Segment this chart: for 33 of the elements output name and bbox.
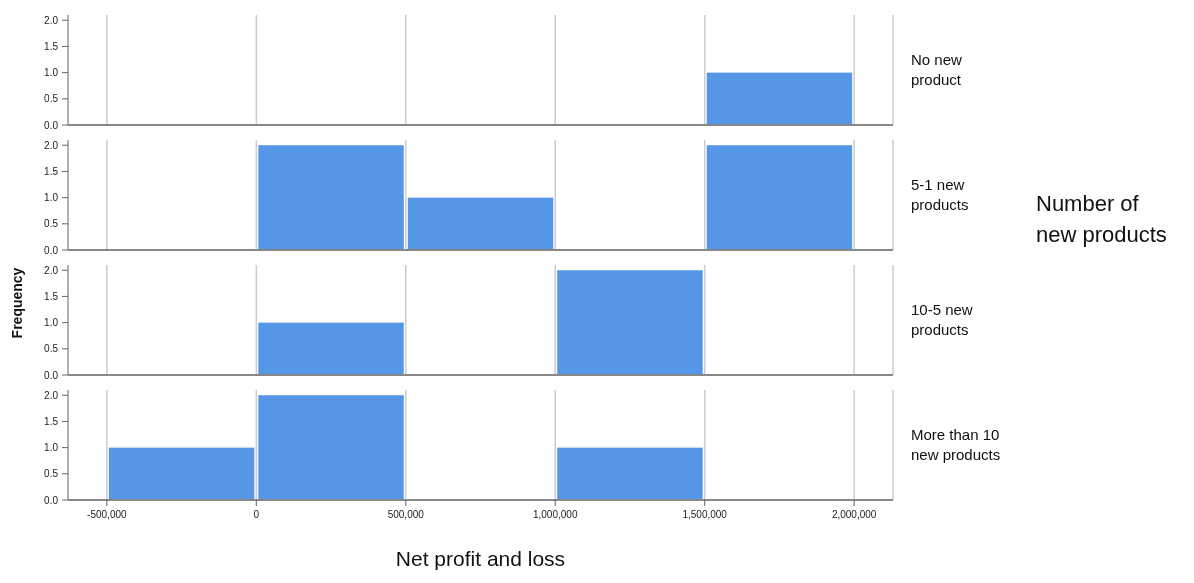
y-tick-label: 0.5 bbox=[44, 343, 59, 355]
legend-title: Number of new products bbox=[1036, 191, 1167, 247]
x-tick-label: 1,500,000 bbox=[682, 509, 728, 520]
y-axis-title: Frequency bbox=[9, 267, 25, 339]
y-tick-label: 2.0 bbox=[44, 389, 59, 401]
y-tick-label: 1.0 bbox=[44, 442, 59, 454]
y-tick-label: 1.5 bbox=[44, 40, 59, 52]
y-tick-label: 0.0 bbox=[44, 494, 59, 506]
y-tick-label: 1.0 bbox=[44, 317, 59, 329]
y-tick-label: 1.5 bbox=[44, 415, 59, 427]
text: 5-1 new products bbox=[911, 176, 969, 213]
text: No new product bbox=[911, 51, 963, 88]
y-tick-label: 1.0 bbox=[44, 67, 59, 79]
y-tick-label: 1.5 bbox=[44, 165, 59, 177]
x-axis-title: Net profit and loss bbox=[395, 547, 566, 570]
y-tick-label: 2.0 bbox=[44, 14, 59, 26]
x-tick-label: 1,000,000 bbox=[532, 509, 578, 520]
y-tick-label: 1.0 bbox=[44, 192, 59, 204]
y-tick-label: 1.5 bbox=[44, 290, 59, 302]
y-tick-label: 2.0 bbox=[44, 264, 59, 276]
y-tick-label: 0.0 bbox=[44, 244, 59, 256]
text: 10-5 new products bbox=[911, 301, 973, 338]
y-tick-label: 0.5 bbox=[44, 468, 59, 480]
y-tick-label: 0.0 bbox=[44, 369, 59, 381]
y-tick-label: 0.5 bbox=[44, 218, 59, 230]
y-tick-label: 2.0 bbox=[44, 139, 59, 151]
x-tick-label: -500,000 bbox=[87, 509, 128, 520]
text: More than 10 new products bbox=[911, 426, 1001, 463]
x-tick-label: 500,000 bbox=[387, 509, 425, 520]
x-tick-label: 0 bbox=[253, 509, 260, 520]
y-tick-label: 0.5 bbox=[44, 93, 59, 105]
y-tick-label: 0.0 bbox=[44, 119, 59, 131]
x-tick-label: 2,000,000 bbox=[831, 509, 877, 520]
